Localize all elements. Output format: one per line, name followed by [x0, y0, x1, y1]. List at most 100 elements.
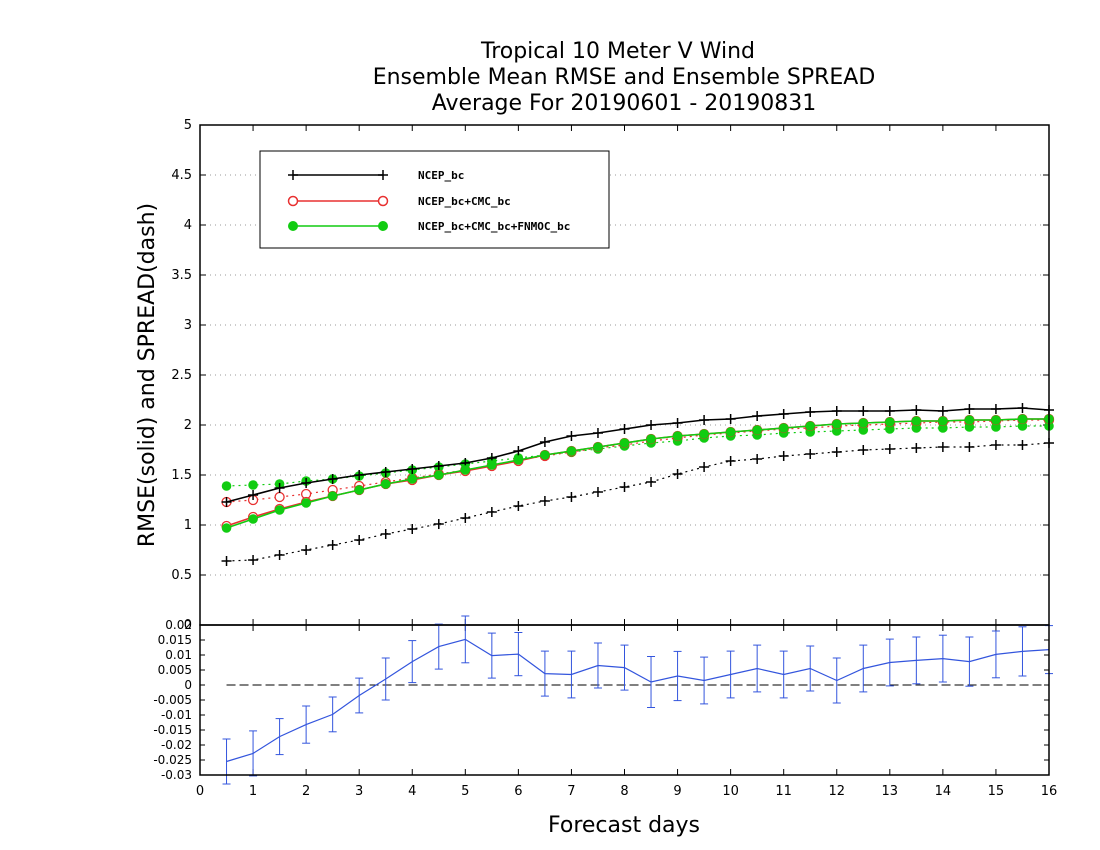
- spread-line-series-1: [226, 419, 1049, 503]
- x-tick-label: 13: [882, 784, 899, 799]
- plus-marker: [248, 490, 259, 500]
- plus-marker: [619, 482, 630, 492]
- plus-marker: [964, 442, 975, 452]
- filled-circle-marker: [301, 498, 311, 508]
- upper-y-tick-label: 4: [184, 218, 192, 233]
- filled-circle-marker: [327, 491, 338, 501]
- filled-circle-marker: [725, 427, 736, 437]
- plus-marker: [805, 407, 816, 417]
- plus-marker: [592, 487, 603, 497]
- lower-y-tick-label: -0.02: [161, 738, 192, 752]
- rmse-markers-series-0: [221, 403, 1054, 507]
- plus-marker: [513, 501, 524, 511]
- rmse-line-series-1: [226, 418, 1049, 527]
- filled-circle-marker: [487, 460, 497, 470]
- filled-circle-marker: [540, 450, 550, 460]
- lower-panel: 0.020.0150.010.0050-0.005-0.01-0.015-0.0…: [153, 615, 1058, 799]
- plus-marker: [699, 415, 710, 425]
- filled-circle-marker: [646, 434, 656, 444]
- plus-marker: [433, 519, 444, 529]
- plus-marker: [672, 418, 683, 428]
- plus-marker: [301, 478, 312, 488]
- x-tick-label: 14: [935, 784, 952, 799]
- difference-line: [226, 638, 1050, 763]
- upper-y-tick-label: 2: [184, 418, 192, 433]
- x-tick-label: 1: [249, 784, 257, 799]
- open-circle-marker: [274, 491, 285, 503]
- chart-title-line-3: Average For 20190601 - 20190831: [432, 91, 817, 116]
- lower-y-tick-label: -0.01: [161, 708, 192, 722]
- plus-marker: [858, 406, 869, 416]
- filled-circle-marker: [885, 417, 895, 427]
- x-tick-label: 16: [1041, 784, 1058, 799]
- x-tick-label: 6: [514, 784, 522, 799]
- plus-marker: [937, 442, 948, 452]
- plus-marker: [380, 529, 391, 539]
- plus-marker: [990, 440, 1001, 450]
- chart-title-line-2: Ensemble Mean RMSE and Ensemble SPREAD: [373, 65, 876, 90]
- upper-y-tick-label: 0: [184, 618, 192, 633]
- plus-marker: [911, 405, 922, 415]
- x-tick-label: 12: [828, 784, 845, 799]
- lower-y-tick-label: 0.005: [158, 663, 192, 677]
- upper-y-tick-label: 3: [184, 318, 192, 333]
- error-bars: [222, 615, 1053, 785]
- plus-marker: [831, 447, 842, 457]
- legend-marker-ncep-1: [288, 170, 298, 180]
- x-tick-label: 10: [722, 784, 739, 799]
- plus-marker: [778, 451, 789, 461]
- filled-circle-marker: [885, 424, 895, 434]
- legend: NCEP_bc NCEP_bc+CMC_bc NCEP_bc+CMC_bc+FN…: [259, 150, 610, 249]
- x-tick-label: 3: [355, 784, 363, 799]
- plus-marker: [805, 449, 816, 459]
- plus-marker: [699, 462, 710, 472]
- plus-marker: [539, 437, 550, 447]
- lower-y-tick-label: 0.015: [158, 633, 192, 647]
- filled-circle-marker: [1017, 414, 1028, 424]
- plus-marker: [964, 404, 975, 414]
- filled-circle-marker: [221, 481, 232, 491]
- filled-circle-marker: [911, 423, 922, 433]
- spread-markers-series-0: [221, 438, 1054, 566]
- filled-circle-marker: [619, 438, 630, 448]
- filled-circle-marker: [964, 422, 975, 432]
- x-tick-label: 5: [461, 784, 469, 799]
- legend-label-ncep-cmc-fnmoc: NCEP_bc+CMC_bc+FNMOC_bc: [418, 220, 570, 233]
- plus-marker: [327, 540, 338, 550]
- filled-circle-marker: [513, 455, 524, 465]
- x-tick-label: 9: [673, 784, 681, 799]
- spread-line-series-0: [226, 442, 1050, 562]
- filled-circle-marker: [248, 514, 258, 524]
- x-axis-title: Forecast days: [548, 813, 700, 838]
- plus-marker: [911, 443, 922, 453]
- upper-panel: 0 0.5 1 1.5 2 2.5 3 3.5 4 4.5 5: [171, 118, 1055, 633]
- plus-marker: [460, 513, 471, 523]
- filled-circle-marker: [460, 465, 471, 475]
- chart-title-line-1: Tropical 10 Meter V Wind: [480, 39, 755, 64]
- plus-marker: [725, 456, 736, 466]
- spread-markers-series-2: [221, 421, 1054, 491]
- upper-y-tick-label: 2.5: [171, 368, 192, 383]
- plus-marker: [248, 555, 259, 565]
- filled-circle-marker: [354, 485, 364, 495]
- lower-y-tick-label: -0.005: [153, 693, 192, 707]
- upper-y-tick-label: 4.5: [171, 168, 192, 183]
- filled-circle-marker: [593, 442, 603, 452]
- legend-marker-ncep-2: [378, 170, 388, 180]
- plus-marker: [274, 483, 285, 493]
- plus-marker: [831, 406, 842, 416]
- plus-marker: [592, 428, 603, 438]
- plus-marker: [1017, 440, 1028, 450]
- filled-circle-marker: [831, 419, 842, 429]
- upper-y-tick-label: 5: [184, 118, 192, 133]
- upper-y-tick-label: 3.5: [171, 268, 192, 283]
- filled-circle-marker: [433, 470, 444, 480]
- plus-marker: [1017, 403, 1028, 413]
- legend-box: [259, 150, 610, 249]
- x-tick-label: 8: [620, 784, 628, 799]
- filled-circle-marker: [407, 474, 418, 484]
- filled-circle-marker: [566, 446, 577, 456]
- plus-marker: [937, 406, 948, 416]
- plus-marker: [858, 445, 869, 455]
